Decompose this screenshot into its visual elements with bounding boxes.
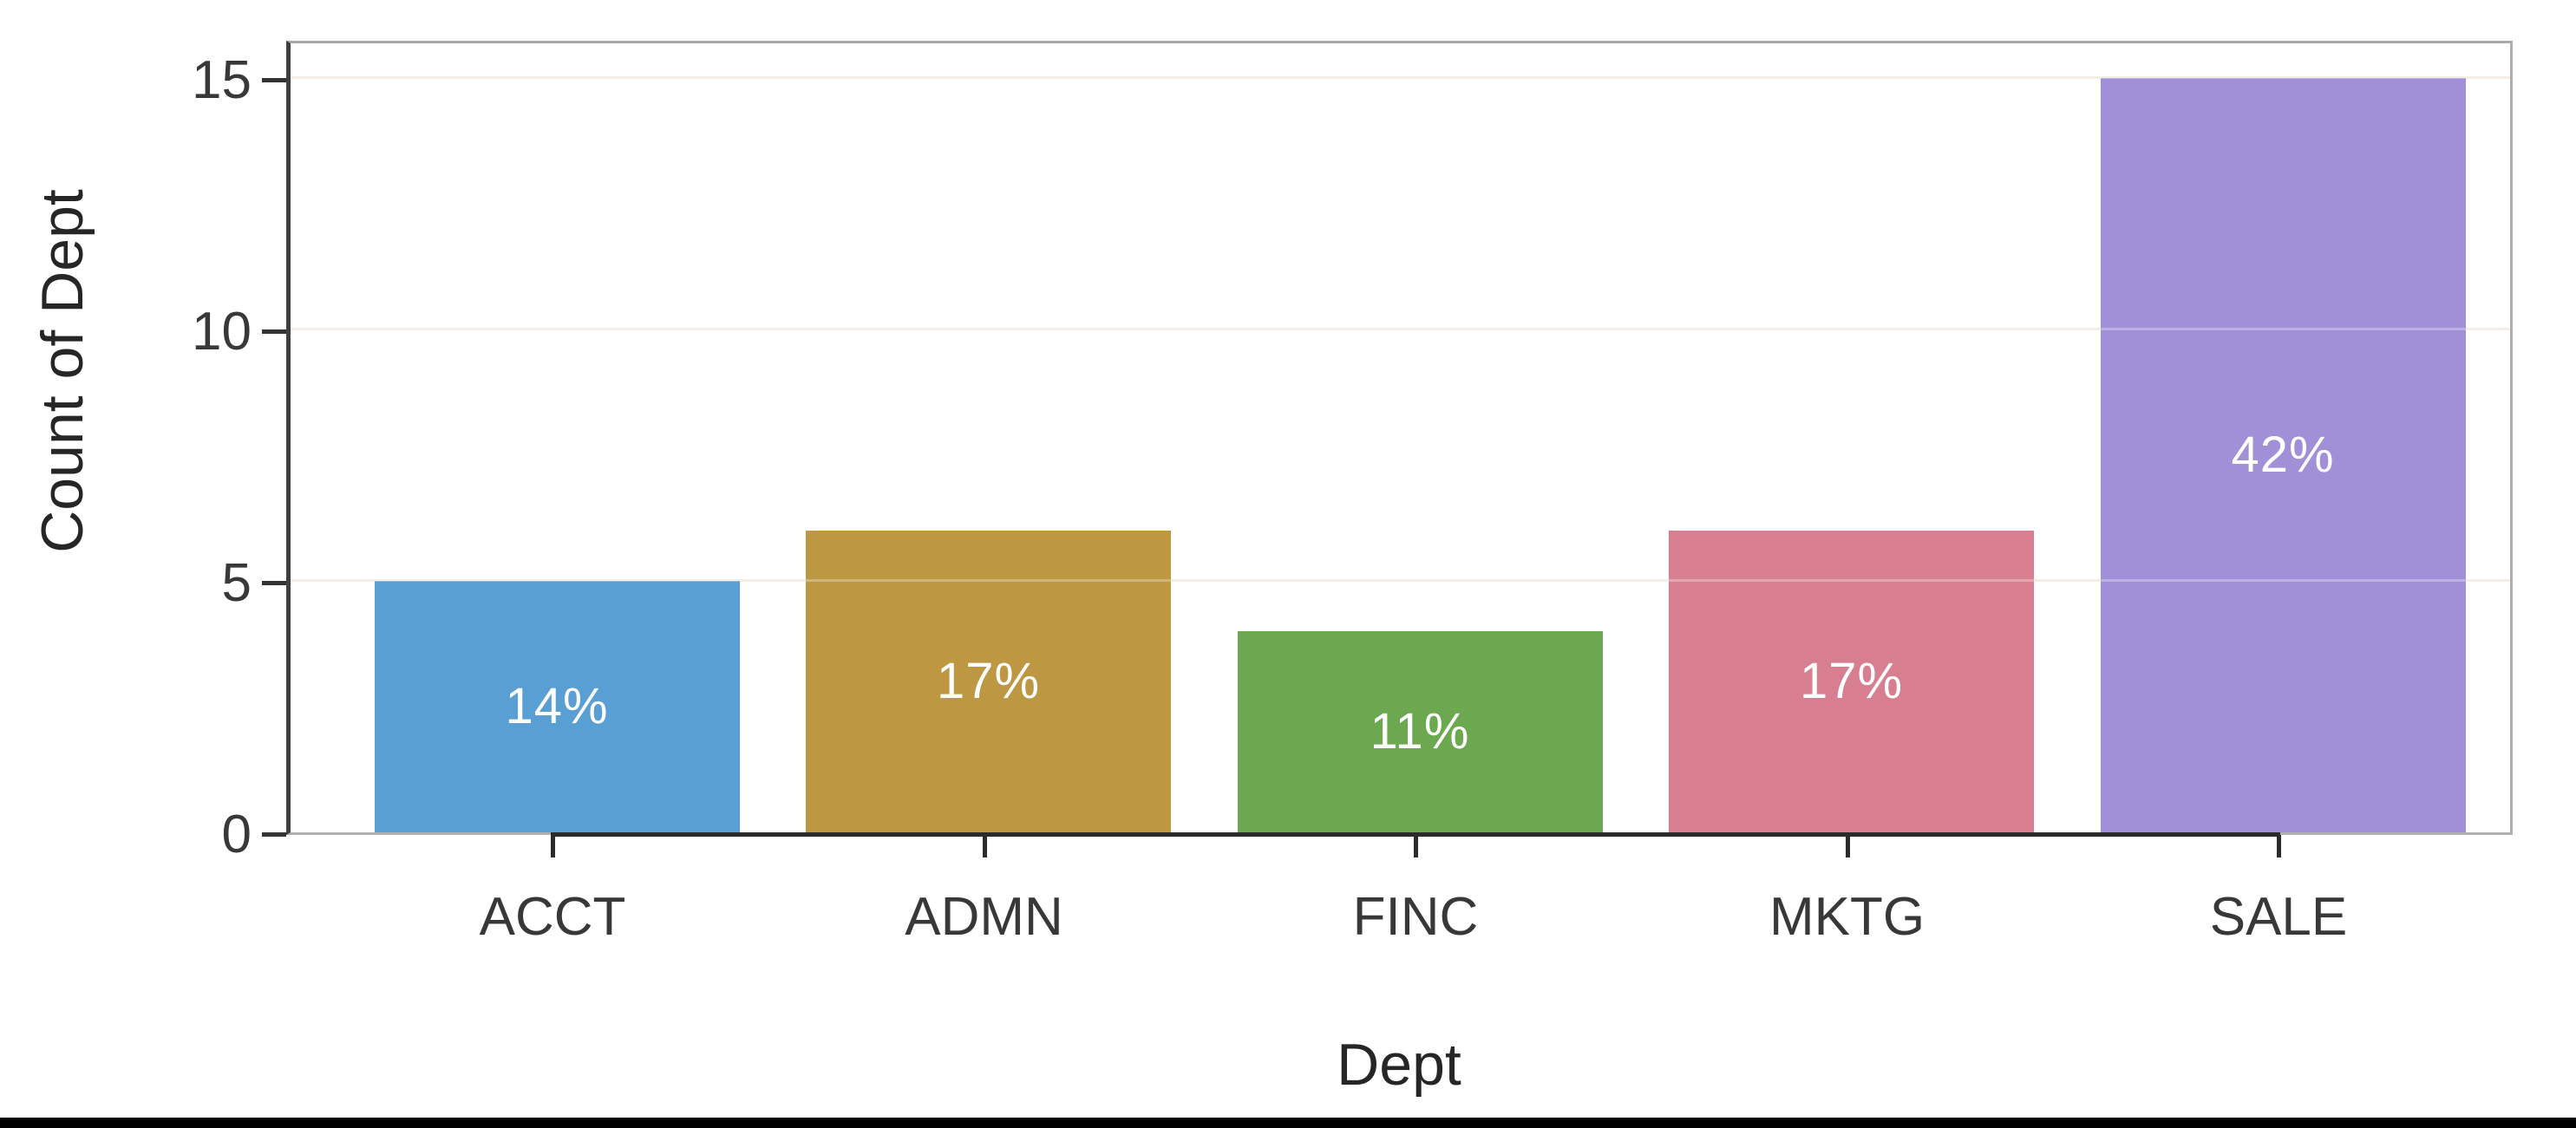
y-axis-title: Count of Dept <box>29 189 95 553</box>
gridline-overlay-y15 <box>291 76 2510 79</box>
x-tick-label-sale: SALE <box>2209 887 2348 947</box>
gridline-overlay-y10 <box>291 328 2510 330</box>
y-tick-0 <box>262 832 286 837</box>
y-tick-label-10: 10 <box>192 302 252 362</box>
y-tick-label-0: 0 <box>221 805 252 864</box>
x-tick-label-finc: FINC <box>1352 887 1479 947</box>
x-tick-acct <box>551 835 555 857</box>
x-axis-domain-line <box>551 832 2280 837</box>
x-tick-label-admn: ADMN <box>905 887 1063 947</box>
bar-acct: 14% <box>374 581 740 832</box>
y-tick-label-15: 15 <box>192 50 252 110</box>
x-tick-finc <box>1414 835 1418 857</box>
bar-sale: 42% <box>2100 78 2466 832</box>
x-tick-label-acct: ACCT <box>479 887 626 947</box>
y-tick-10 <box>262 329 286 334</box>
y-tick-5 <box>262 581 286 585</box>
bar-percent-label: 17% <box>1799 653 1904 709</box>
bar-percent-label: 14% <box>505 678 609 734</box>
bar-finc: 11% <box>1237 631 1603 832</box>
x-tick-label-mktg: MKTG <box>1769 887 1925 947</box>
x-tick-admn <box>982 835 987 857</box>
plot-area: 14% 17% 11% 17% 42% <box>286 41 2513 835</box>
bar-mktg: 17% <box>1669 531 2034 832</box>
gridline-overlay-y5 <box>291 579 2510 582</box>
bar-admn: 17% <box>806 531 1171 832</box>
y-tick-label-5: 5 <box>221 553 252 613</box>
x-axis-title: Dept <box>1337 1032 1461 1098</box>
gridline-y10 <box>291 328 2510 330</box>
y-tick-15 <box>262 78 286 82</box>
gridline-y5 <box>291 579 2510 582</box>
bottom-edge-bar <box>0 1118 2576 1128</box>
gridline-y15 <box>291 76 2510 79</box>
x-tick-sale <box>2277 835 2281 857</box>
bar-percent-label: 42% <box>2231 427 2335 483</box>
bar-percent-label: 17% <box>936 653 1041 709</box>
bar-percent-label: 11% <box>1370 703 1470 760</box>
x-tick-mktg <box>1845 835 1850 857</box>
